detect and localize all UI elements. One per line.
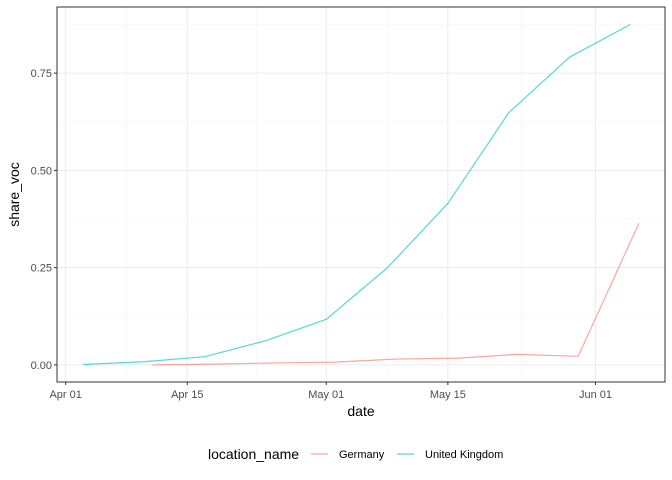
y-tick-label: 0.00 [31, 360, 52, 372]
y-tick-label: 0.50 [31, 165, 52, 177]
x-tick-label: May 01 [308, 389, 344, 401]
plot-border [56, 6, 666, 383]
x-tick-label: Apr 15 [171, 389, 203, 401]
legend-label-united-kingdom: United Kingdom [425, 449, 503, 461]
legend-title: location_name [208, 446, 299, 462]
grid-major [57, 7, 665, 382]
x-tick-label: Jun 01 [579, 389, 612, 401]
legend-label-germany: Germany [339, 449, 385, 461]
series-line-germany [152, 223, 640, 366]
x-axis-title: date [347, 403, 374, 419]
x-axis: Apr 01 Apr 15 May 01 May 15 Jun 01 [49, 382, 612, 401]
y-axis: 0.00 0.25 0.50 0.75 [31, 68, 57, 372]
y-tick-label: 0.25 [31, 263, 52, 275]
x-tick-label: May 15 [430, 389, 466, 401]
series-line-united-kingdom [83, 23, 631, 366]
series-lines [83, 23, 640, 366]
legend: location_name Germany United Kingdom [208, 446, 503, 462]
x-tick-label: Apr 01 [49, 389, 81, 401]
y-tick-label: 0.75 [31, 68, 52, 80]
y-axis-title: share_voc [6, 162, 22, 227]
grid-minor [57, 7, 665, 382]
plot-panel [57, 7, 665, 382]
